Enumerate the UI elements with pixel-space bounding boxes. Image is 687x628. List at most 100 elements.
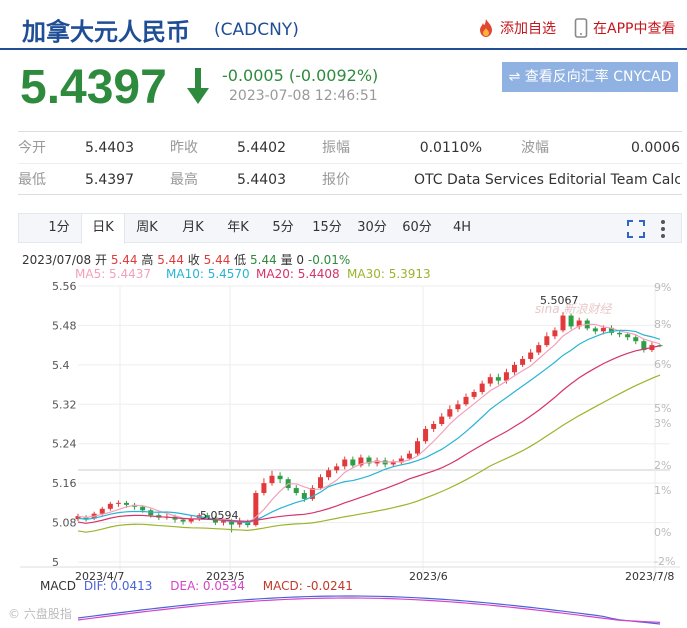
candle-body [487,377,493,384]
y-tick-label: 5.32 [52,398,77,411]
volume-value: 0 [296,253,305,267]
stat-value: 5.4403 [237,172,286,188]
candle-body [552,330,558,337]
stats-table: 今开 5.4403 昨收 5.4402 振幅 0.0110% 波幅 0.0006… [18,131,682,195]
tab-5min[interactable]: 5分 [272,220,294,235]
tab-weekly-k[interactable]: 周K [136,220,158,235]
header-bar: 加拿大元人民币 (CADCNY) 添加自选 在APP中查看 [0,0,687,50]
tab-yearly-k[interactable]: 年K [227,220,249,235]
phone-icon [574,18,588,38]
stat-value: 5.4403 [85,140,134,156]
add-watchlist-button[interactable]: 添加自选 [476,18,556,38]
candle-body [366,457,372,464]
chart-grid [20,285,680,582]
period-tabs: 1分 日K 周K 月K 年K 5分 15分 30分 60分 4H [18,213,682,244]
candle-body [148,510,154,516]
candle-body [140,506,146,511]
open-label: 开 [95,253,108,267]
y-tick-label: 5.08 [52,517,77,530]
ma20-legend: MA20: 5.4408 [256,267,340,281]
candle-body [124,502,129,505]
candle-body [455,404,461,410]
candle-body [204,515,210,518]
y-tick-label: 5.56 [52,280,77,293]
y-tick-label: 5.4 [52,359,70,372]
candle-body [221,521,226,523]
x-tick-label: 2023/5 [206,570,245,583]
ma30-legend: MA30: 5.3913 [347,267,431,281]
view-in-app-label: 在APP中查看 [593,21,676,37]
price-change: -0.0005 (-0.0092%) [222,66,379,85]
pct-tick-label: 9% [654,281,671,294]
candle-body [576,320,582,327]
high-value: 5.44 [157,253,184,267]
candle-body [447,409,453,417]
candle-body [237,521,243,525]
stat-label: 最高 [170,172,198,188]
candle-body [293,488,299,493]
candle-body [358,457,364,466]
tab-daily-k[interactable]: 日K [81,214,125,244]
candle-body [463,396,469,405]
stat-value: OTC Data Services Editorial Team Calc... [414,172,680,188]
symbol-code: (CADCNY) [214,20,299,40]
candle-body [471,391,477,397]
pct-tick-label: 3% [654,417,671,430]
candle-body [625,334,631,338]
page-title: 加拿大元人民币 [22,18,190,46]
candle-body [261,483,267,493]
ma5-legend: MA5: 5.4437 [75,267,152,281]
bottom-watermark: © 六盘股指 [8,607,72,621]
candle-body [536,345,542,353]
close-value: 5.44 [203,253,231,267]
pct-tick-label: 2% [654,459,671,472]
reverse-rate-button[interactable]: ⇌ 查看反向汇率 CNYCAD [502,62,678,92]
tab-60min[interactable]: 60分 [402,220,432,235]
low-annotation: 5.0594 [200,509,239,522]
sina-watermark: sina 新浪财经 [535,302,613,316]
candle-body [641,341,647,351]
add-watchlist-label: 添加自选 [500,21,556,37]
candle-body [115,502,121,504]
y-tick-label: 5 [52,556,59,569]
macd-dif-line [77,595,661,625]
candle-body [75,516,81,520]
x-tick-label: 2023/7/8 [625,570,674,583]
ma-line [77,329,661,524]
open-value: 5.44 [110,253,138,267]
flame-icon [480,19,492,37]
pct-tick-label: 6% [654,358,671,371]
candle-body [415,441,420,454]
tab-4h[interactable]: 4H [452,220,472,235]
candle-body [431,424,437,429]
macd-value: MACD: -0.0241 [262,579,353,593]
y-tick-label: 5.24 [52,438,77,451]
macd-title: MACD [40,579,76,593]
stat-value: 0.0006 [631,140,680,156]
macd-dea: DEA: 0.0534 [170,579,245,593]
candle-body [390,462,396,465]
candle-body [350,459,356,466]
candle-body [657,345,663,347]
candle-body [423,428,429,442]
candle-body [633,337,639,342]
pct-tick-label: 5% [654,402,671,415]
stat-value: 0.0110% [419,140,482,156]
candle-body [592,328,598,332]
ma-lines-layer [77,323,661,533]
view-in-app-button[interactable]: 在APP中查看 [574,18,675,38]
candle-body [309,488,315,499]
candle-body [568,315,574,327]
current-price: 5.4397 [20,61,167,114]
tab-30min[interactable]: 30分 [357,220,387,235]
macd-legend: MACD DIF: 0.0413 DEA: 0.0534 MACD: -0.02… [40,579,353,593]
fullscreen-icon[interactable] [627,220,645,238]
more-options-icon[interactable] [659,219,667,239]
candle-body [180,519,186,522]
pct-change: -0.01% [307,253,351,267]
tab-1min[interactable]: 1分 [48,220,70,235]
tab-15min[interactable]: 15分 [312,220,342,235]
candlestick-chart[interactable]: 5.56 5.48 5.4 5.32 5.24 5.16 5.08 5 9% 8% 6% 5% 3% 2%… [0,280,687,625]
tab-monthly-k[interactable]: 月K [182,220,204,235]
quote-datetime: 2023-07-08 12:46:51 [229,88,378,104]
